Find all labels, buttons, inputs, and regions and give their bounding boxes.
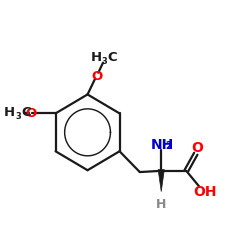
Text: 3: 3 — [102, 57, 108, 66]
Text: H: H — [90, 51, 102, 64]
Text: C: C — [107, 51, 117, 64]
Text: OH: OH — [194, 184, 217, 198]
Text: O: O — [191, 141, 203, 155]
Text: C: C — [21, 106, 31, 119]
Text: 3: 3 — [15, 112, 21, 121]
Text: O: O — [26, 107, 37, 120]
Text: NH: NH — [150, 138, 174, 152]
Polygon shape — [158, 170, 164, 192]
Text: 2: 2 — [166, 141, 172, 151]
Text: O: O — [92, 70, 103, 82]
Text: H: H — [156, 198, 166, 211]
Text: H: H — [4, 106, 15, 119]
